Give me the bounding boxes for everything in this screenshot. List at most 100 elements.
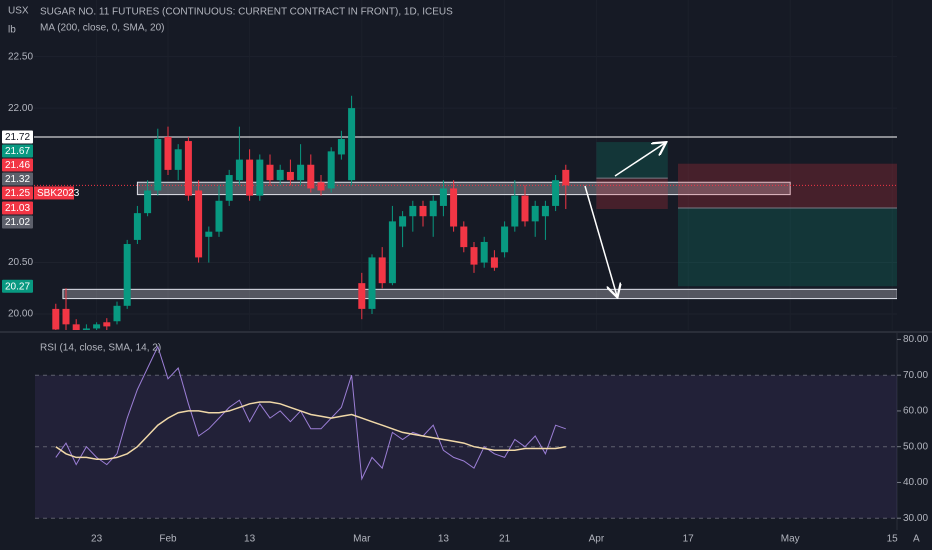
candle-body bbox=[368, 257, 376, 309]
candle-body bbox=[246, 159, 254, 196]
symbol-tag bbox=[34, 186, 74, 200]
x-tick-label: 15 bbox=[887, 534, 899, 545]
arrow-down bbox=[584, 185, 617, 296]
candle-body bbox=[297, 164, 305, 181]
candle-body bbox=[511, 195, 519, 227]
candle-body bbox=[337, 139, 345, 155]
price-tag bbox=[2, 144, 33, 158]
price-tag bbox=[2, 172, 33, 186]
candle-body bbox=[286, 171, 294, 181]
rsi-line bbox=[55, 401, 566, 460]
candle-body bbox=[103, 322, 111, 327]
rsi-tick-label: 50.00 bbox=[903, 441, 928, 452]
price-tag-label: 21.03 bbox=[5, 203, 30, 214]
candle-body bbox=[195, 190, 203, 258]
candle-body bbox=[358, 283, 366, 309]
candle-body bbox=[225, 175, 233, 201]
autoscale-button[interactable]: A bbox=[913, 534, 920, 545]
chart-title: SUGAR NO. 11 FUTURES (CONTINUOUS: CURREN… bbox=[40, 7, 453, 18]
candle-body bbox=[266, 164, 274, 181]
candle-body bbox=[256, 159, 264, 196]
candle-body bbox=[409, 205, 417, 217]
unit: lb bbox=[8, 25, 16, 36]
rsi-tick-label: 80.00 bbox=[903, 334, 928, 345]
candle-body bbox=[439, 188, 447, 206]
candle-body bbox=[215, 200, 223, 232]
rsi-band bbox=[35, 375, 897, 519]
candle-body bbox=[235, 159, 243, 181]
candle-body bbox=[113, 305, 121, 322]
rsi-tick-label: 30.00 bbox=[903, 513, 928, 524]
candle-body bbox=[480, 241, 488, 263]
candle-body bbox=[276, 169, 284, 181]
candle-body bbox=[93, 324, 101, 329]
zone bbox=[62, 288, 897, 300]
candle-body bbox=[460, 226, 468, 248]
y-tick-label: 22.00 bbox=[8, 103, 33, 114]
candle-body bbox=[317, 182, 325, 191]
candle-body bbox=[174, 149, 182, 170]
candle-body bbox=[154, 139, 162, 191]
chart-subtitle: MA (200, close, 0, SMA, 20) bbox=[40, 23, 165, 34]
position-stop bbox=[678, 163, 897, 208]
x-tick-label: Mar bbox=[353, 534, 371, 545]
candle-body bbox=[62, 308, 70, 325]
candle-body bbox=[164, 136, 172, 170]
candle-body bbox=[450, 188, 458, 227]
candle-body bbox=[184, 141, 192, 196]
symbol-tag-label: SBK2023 bbox=[37, 188, 80, 199]
rsi-title: RSI (14, close, SMA, 14, 2) bbox=[40, 343, 161, 354]
candle-body bbox=[133, 213, 141, 240]
price-tag-label: 21.46 bbox=[5, 160, 30, 171]
candle-body bbox=[552, 180, 560, 206]
candle-body bbox=[490, 257, 498, 268]
arrow-up bbox=[614, 143, 665, 177]
candle-body bbox=[521, 195, 529, 222]
x-tick-label: 23 bbox=[91, 534, 103, 545]
candle-body bbox=[52, 308, 60, 330]
rsi-tick-label: 40.00 bbox=[903, 477, 928, 488]
position-stop bbox=[596, 178, 668, 210]
candle-body bbox=[123, 244, 131, 306]
candle-body bbox=[470, 247, 478, 265]
x-tick-label: Apr bbox=[589, 534, 605, 545]
position-target bbox=[678, 207, 897, 287]
candle-body bbox=[72, 324, 80, 330]
price-tag-label: 21.25 bbox=[5, 188, 30, 199]
price-tag bbox=[2, 201, 33, 215]
candle-body bbox=[205, 231, 213, 237]
y-tick-label: 20.50 bbox=[8, 257, 33, 268]
candle-body bbox=[429, 200, 437, 217]
price-tag-label: 21.02 bbox=[5, 217, 30, 228]
candle-body bbox=[82, 328, 90, 330]
candle-body bbox=[378, 257, 386, 284]
x-tick-label: 17 bbox=[683, 534, 695, 545]
candle-body bbox=[399, 216, 407, 227]
rsi-line bbox=[55, 345, 566, 481]
candle-body bbox=[501, 226, 509, 253]
candle-body bbox=[531, 205, 539, 222]
y-tick-label: 22.50 bbox=[8, 51, 33, 62]
candle-body bbox=[307, 164, 315, 189]
price-tag-label: 21.72 bbox=[5, 132, 30, 143]
rsi-tick-label: 60.00 bbox=[903, 406, 928, 417]
x-tick-label: 13 bbox=[438, 534, 450, 545]
price-tag bbox=[2, 186, 33, 200]
price-tag-label: 20.27 bbox=[5, 281, 30, 292]
candle-body bbox=[562, 169, 570, 186]
candle-body bbox=[419, 205, 427, 217]
candle-body bbox=[388, 221, 396, 284]
price-tag bbox=[2, 158, 33, 172]
y-tick-label: 20.00 bbox=[8, 309, 33, 320]
currency: USX bbox=[8, 6, 29, 17]
candle-body bbox=[348, 108, 356, 181]
price-tag-label: 21.67 bbox=[5, 146, 30, 157]
candle-body bbox=[327, 151, 335, 189]
candle-body bbox=[144, 190, 152, 214]
x-tick-label: May bbox=[781, 534, 800, 545]
x-tick-label: Feb bbox=[159, 534, 177, 545]
x-tick-label: 13 bbox=[244, 534, 256, 545]
